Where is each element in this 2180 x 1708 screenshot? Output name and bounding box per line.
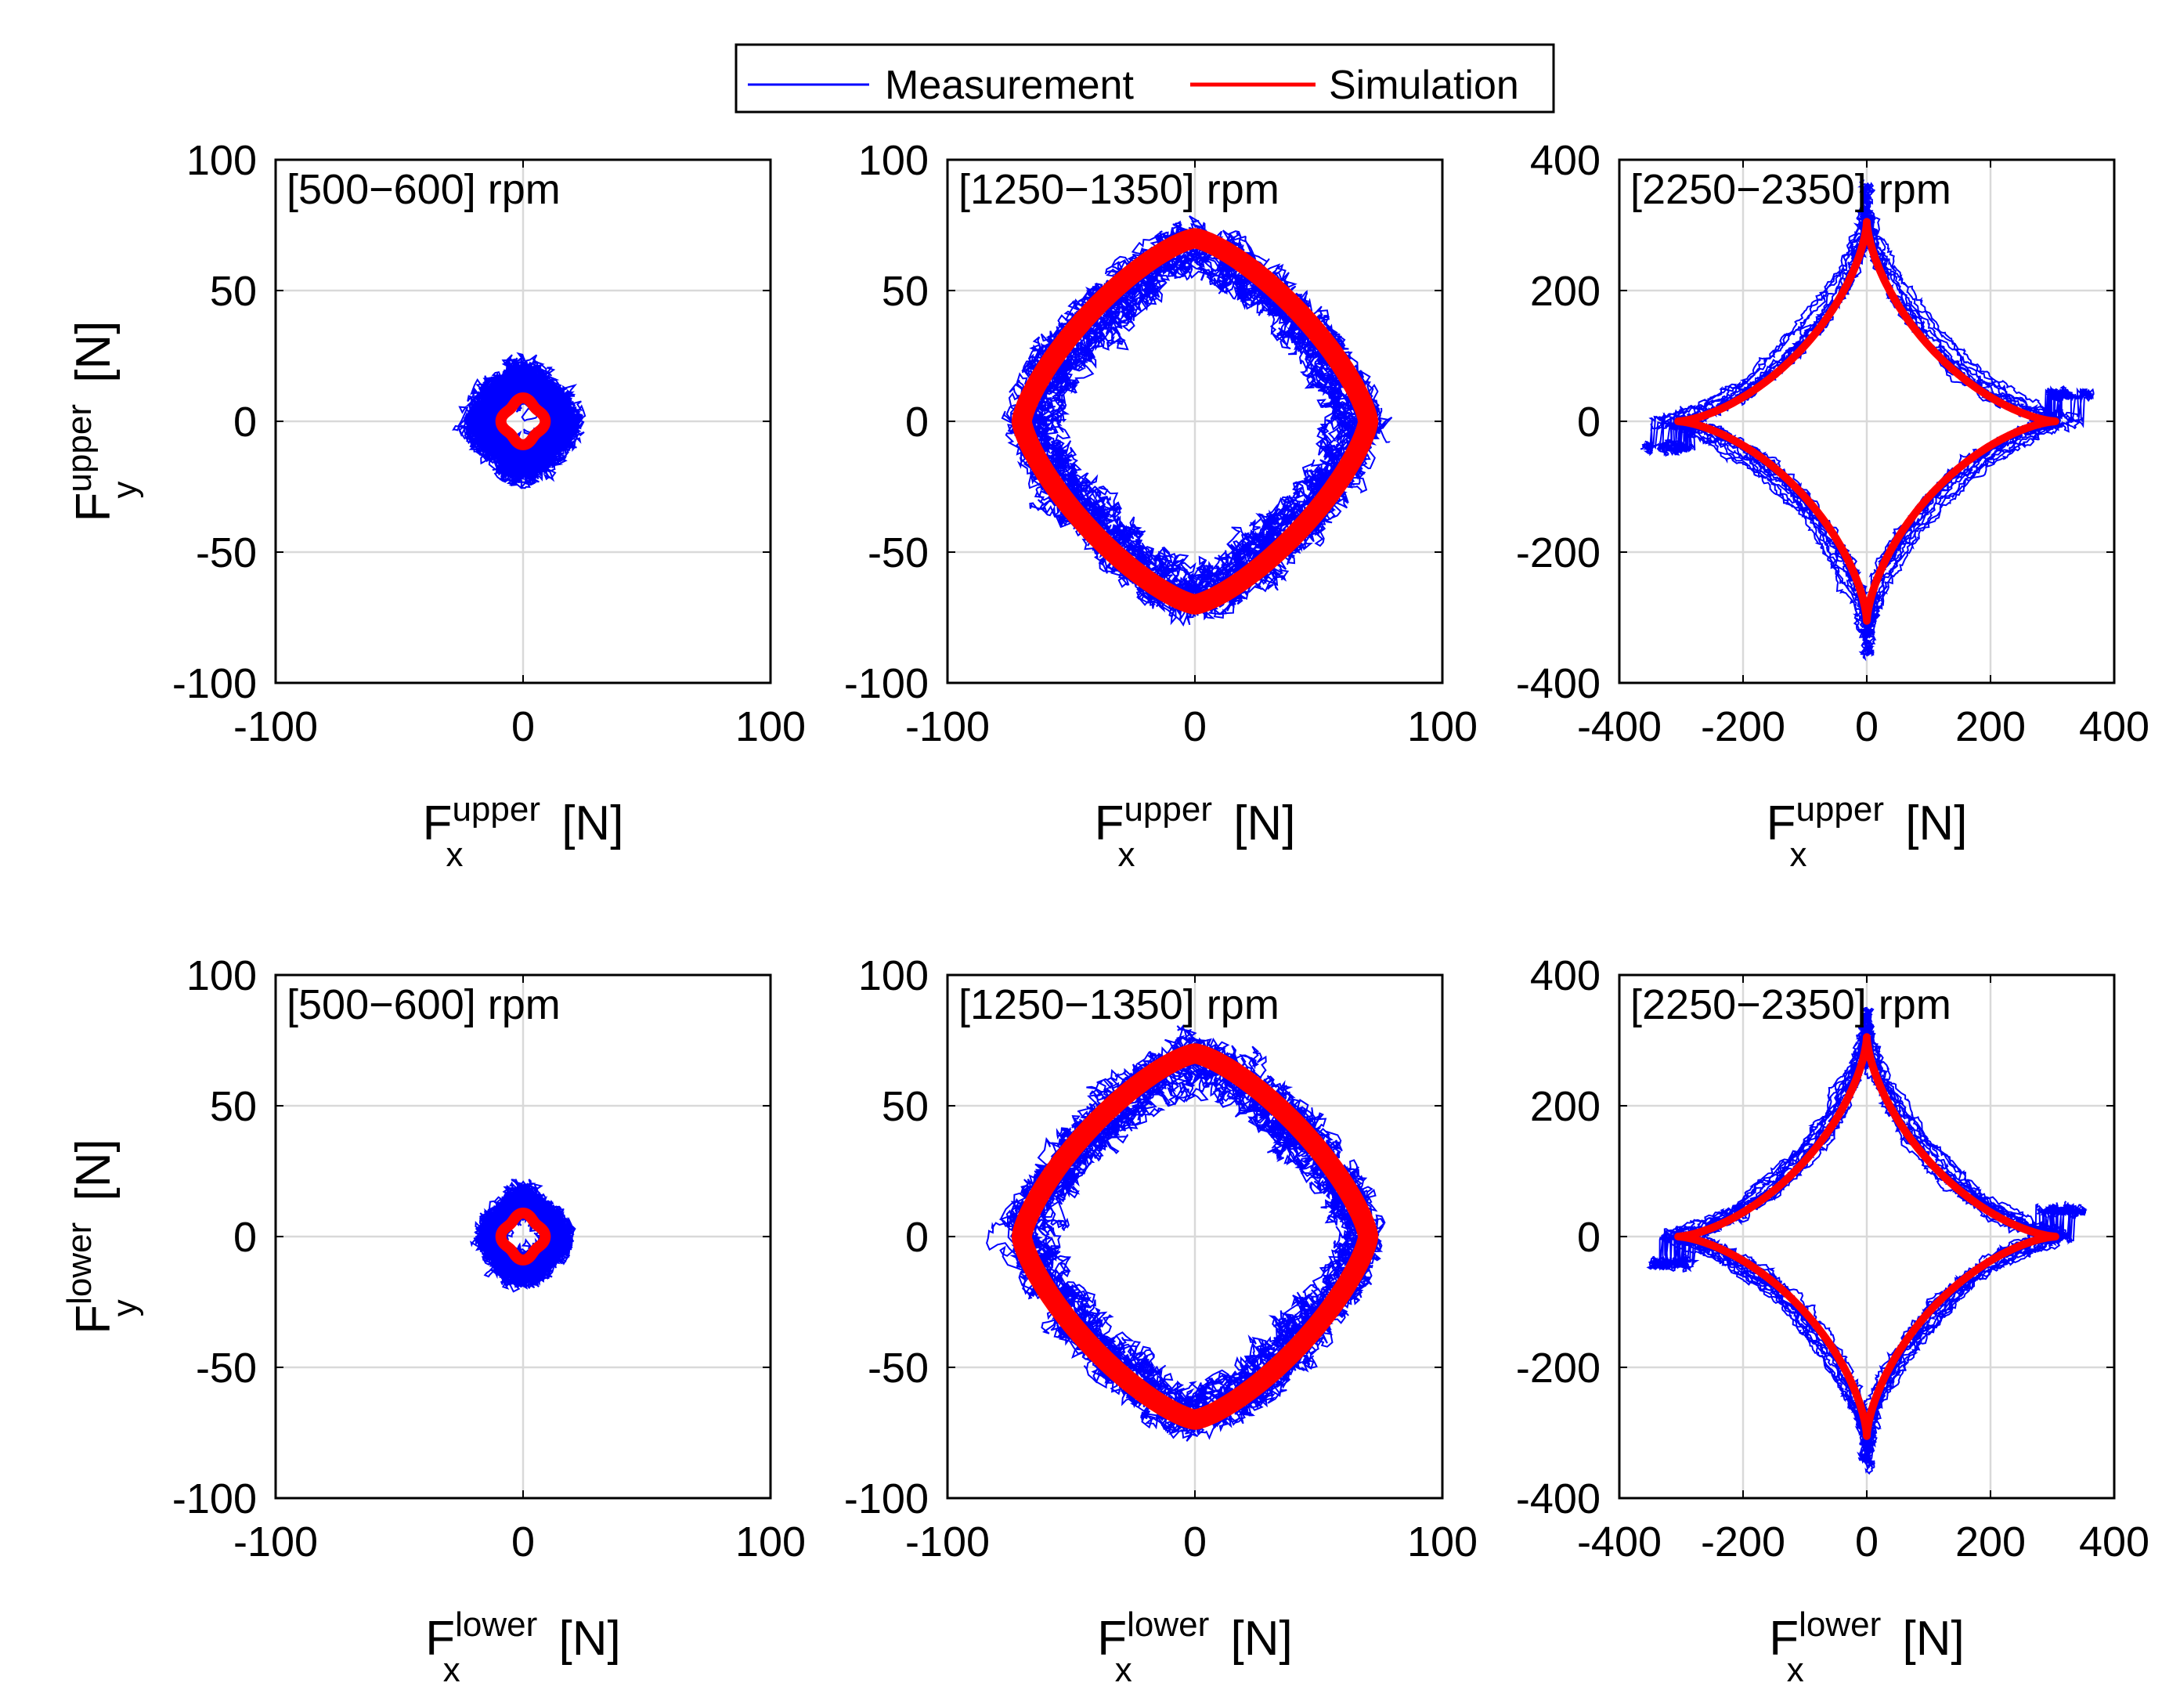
x-tick-label: 0	[511, 1518, 535, 1565]
y-tick-label: 0	[905, 1214, 929, 1261]
x-axis-label: Flower x [N]	[1769, 1605, 1964, 1689]
y-tick-label: -50	[196, 529, 257, 576]
plot-area	[452, 352, 587, 490]
y-tick-label: 400	[1530, 952, 1601, 999]
legend-label-simulation: Simulation	[1329, 63, 1519, 108]
subplot-title: [1250−1350] rpm	[958, 166, 1279, 213]
legend: Measurement Simulation	[734, 43, 1555, 114]
y-tick-label: 400	[1530, 137, 1601, 184]
plot-area	[1640, 179, 2095, 662]
y-tick-label: 100	[858, 137, 929, 184]
x-axis-label: Fupper x [N]	[1095, 790, 1296, 874]
subplot-2: -100 0 100 -100 -50 0 50 100 [1250−1350] rpm Fupp…	[844, 137, 1478, 874]
series-measurement	[1640, 179, 2095, 662]
x-tick-label: 400	[2079, 703, 2149, 750]
series-measurement	[470, 1178, 576, 1293]
y-tick-label: -50	[868, 1345, 929, 1392]
y-tick-label: -400	[1516, 1475, 1601, 1522]
y-tick-label: -50	[196, 1345, 257, 1392]
series-simulation	[1011, 1043, 1379, 1430]
x-tick-label: 0	[1183, 1518, 1207, 1565]
y-tick-label: -100	[172, 660, 257, 707]
x-tick-label: 400	[2079, 1518, 2149, 1565]
subplot-title: [500−600] rpm	[287, 166, 561, 213]
plot-area	[470, 1178, 576, 1293]
subplot-title: [2250−2350] rpm	[1630, 981, 1951, 1028]
y-tick-label: 100	[186, 137, 257, 184]
y-tick-label: 0	[1577, 399, 1601, 446]
x-axis-label: Flower x [N]	[425, 1605, 620, 1689]
series-simulation	[495, 1208, 551, 1266]
subplot-5: -100 0 100 -100 -50 0 50 100 [1250−1350] rpm Flow…	[844, 952, 1478, 1689]
y-tick-label: 0	[905, 399, 929, 446]
x-axis-label: Fupper x [N]	[423, 790, 624, 874]
y-axis-label: Flowery [N]	[60, 1139, 144, 1334]
subplot-title: [500−600] rpm	[287, 981, 561, 1028]
subplot-6: -400 -200 0 200 400 -400 -200 0 200 400 [2250−2350…	[1516, 952, 2149, 1689]
y-tick-label: -100	[844, 1475, 929, 1522]
subplot-grid: -100 0 100 -100 -50 0 50 100 [500−600] rpm Fupper…	[60, 137, 2149, 1689]
x-tick-label: 100	[1407, 703, 1478, 750]
x-tick-label: -400	[1577, 703, 1662, 750]
x-tick-label: 100	[735, 703, 806, 750]
x-axis-label: Flower x [N]	[1097, 1605, 1292, 1689]
y-tick-label: 50	[882, 268, 929, 315]
y-tick-label: 100	[858, 952, 929, 999]
x-tick-label: -100	[233, 703, 318, 750]
y-tick-label: 0	[233, 399, 257, 446]
y-tick-label: 0	[233, 1214, 257, 1261]
y-tick-label: 100	[186, 952, 257, 999]
series-simulation	[495, 392, 551, 450]
series-measurement	[1646, 1006, 2088, 1475]
series-simulation	[1674, 218, 2059, 625]
series-measurement	[452, 352, 587, 490]
x-tick-label: -200	[1701, 703, 1785, 750]
y-tick-label: 200	[1530, 1083, 1601, 1130]
series-measurement	[986, 1024, 1386, 1443]
x-tick-label: -100	[905, 1518, 990, 1565]
legend-label-measurement: Measurement	[885, 63, 1134, 108]
x-tick-label: 0	[1855, 1518, 1879, 1565]
x-tick-label: 0	[1183, 703, 1207, 750]
y-tick-label: -400	[1516, 660, 1601, 707]
y-tick-label: 50	[210, 268, 257, 315]
x-tick-label: -200	[1701, 1518, 1785, 1565]
x-tick-label: -100	[905, 703, 990, 750]
x-tick-label: 200	[1955, 1518, 2026, 1565]
y-tick-label: 50	[210, 1083, 257, 1130]
subplot-title: [2250−2350] rpm	[1630, 166, 1951, 213]
x-tick-label: 200	[1955, 703, 2026, 750]
x-tick-label: -400	[1577, 1518, 1662, 1565]
y-tick-label: -200	[1516, 1345, 1601, 1392]
y-tick-label: -50	[868, 529, 929, 576]
x-tick-label: 0	[511, 703, 535, 750]
x-tick-label: -100	[233, 1518, 318, 1565]
x-tick-label: 0	[1855, 703, 1879, 750]
y-tick-label: -100	[844, 660, 929, 707]
plot-area	[1001, 215, 1393, 627]
y-tick-label: 50	[882, 1083, 929, 1130]
plot-area	[986, 1024, 1386, 1443]
x-axis-label: Fupper x [N]	[1767, 790, 1968, 874]
subplot-1: -100 0 100 -100 -50 0 50 100 [500−600] rpm Fupper…	[60, 137, 806, 874]
subplot-title: [1250−1350] rpm	[958, 981, 1279, 1028]
series-simulation	[1674, 1033, 2059, 1440]
y-axis-label: Fupper y [N]	[60, 321, 144, 522]
y-tick-label: 0	[1577, 1214, 1601, 1261]
y-tick-label: 200	[1530, 268, 1601, 315]
x-tick-label: 100	[735, 1518, 806, 1565]
y-tick-label: -100	[172, 1475, 257, 1522]
series-simulation	[1011, 228, 1379, 615]
x-tick-label: 100	[1407, 1518, 1478, 1565]
subplot-4: -100 0 100 -100 -50 0 50 100 [500−600] rpm Flower…	[60, 952, 806, 1689]
subplot-3: -400 -200 0 200 400 -400 -200 0 200 400 [2250−2350…	[1516, 137, 2149, 874]
legend-box	[734, 43, 1555, 114]
plot-area	[1646, 1006, 2088, 1475]
y-tick-label: -200	[1516, 529, 1601, 576]
